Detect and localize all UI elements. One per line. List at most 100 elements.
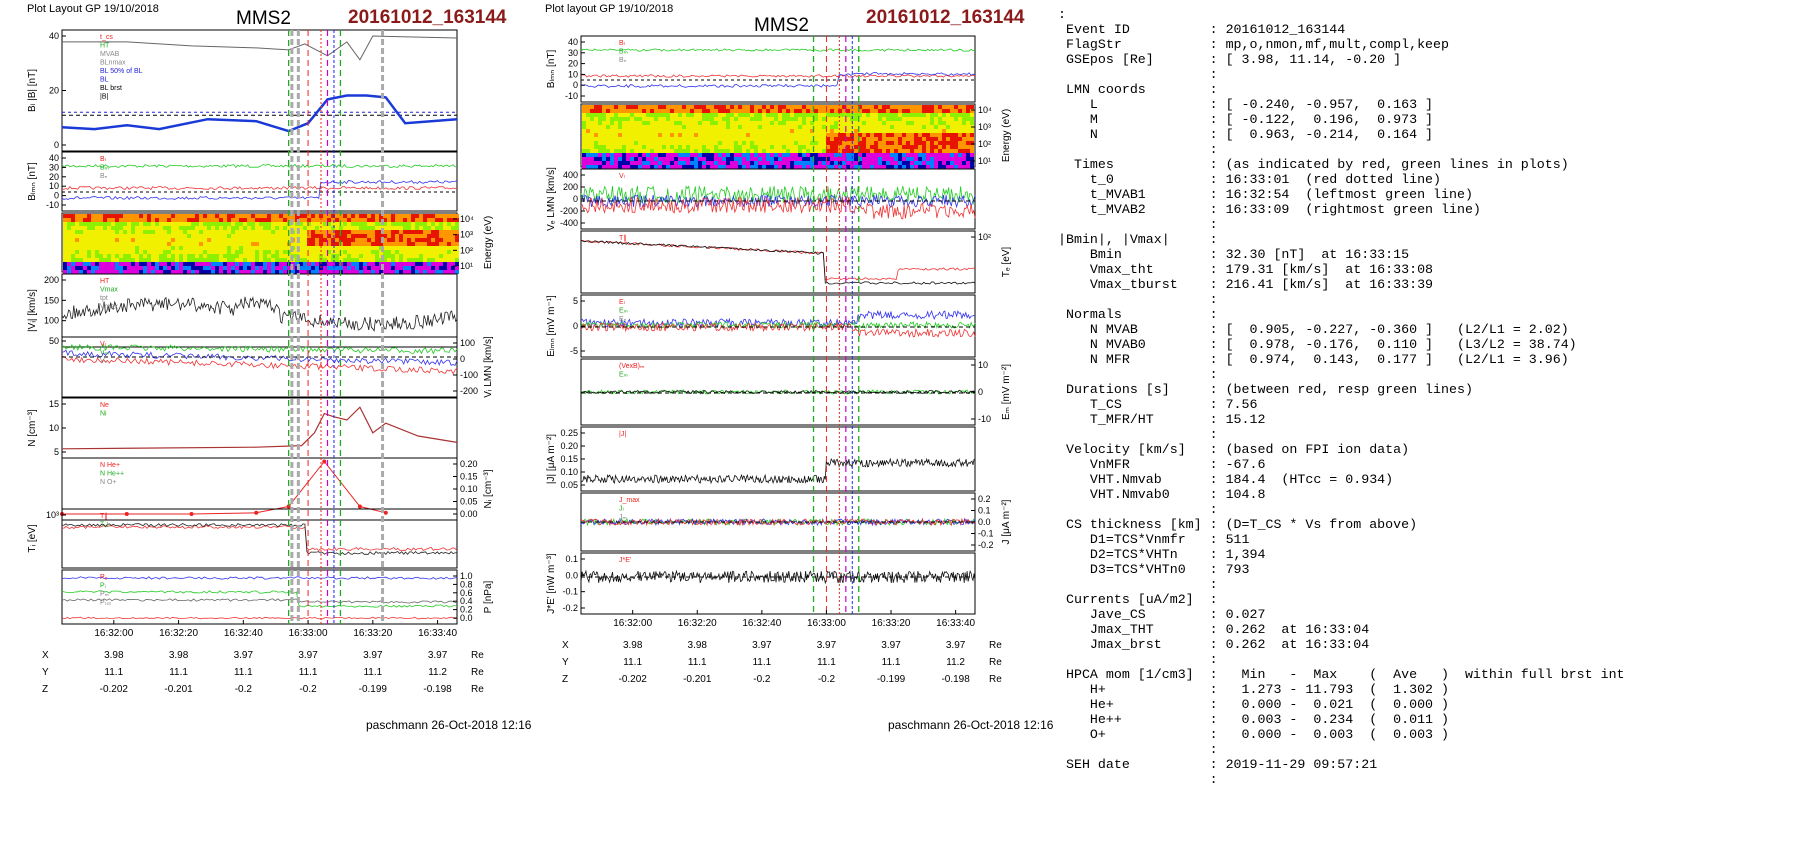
- spectrogram-cell: [239, 234, 243, 238]
- spectrogram-cell: [179, 270, 183, 274]
- spectrogram-cell: [355, 226, 359, 230]
- spectrogram-cell: [866, 109, 870, 113]
- spectrogram-cell: [670, 137, 674, 141]
- spectrogram-cell: [658, 125, 662, 129]
- spectrogram-cell: [610, 105, 614, 109]
- spectrogram-cell: [930, 137, 934, 141]
- spectrogram-cell: [251, 270, 255, 274]
- spectrogram-cell: [199, 254, 203, 258]
- panel-frame: [580, 35, 976, 103]
- text-line: M : [ -0.122, 0.196, 0.973 ]: [1058, 112, 1434, 127]
- spectrogram-cell: [810, 105, 814, 109]
- spectrogram-cell: [598, 157, 602, 161]
- spectrogram-cell: [914, 113, 918, 117]
- spectrogram-cell: [842, 129, 846, 133]
- spectrogram-cell: [818, 153, 822, 157]
- spectrogram-cell: [447, 246, 451, 250]
- spectrogram-cell: [311, 238, 315, 242]
- spectrogram-cell: [403, 238, 407, 242]
- spectrogram-cell: [315, 238, 319, 242]
- spectrogram-cell: [139, 242, 143, 246]
- spectrogram-cell: [914, 145, 918, 149]
- spectrogram-cell: [79, 242, 83, 246]
- panel-j: 0.250.200.150.100.05|J| [μA m⁻²] |J|: [546, 426, 976, 492]
- spectrogram-cell: [191, 262, 195, 266]
- spectrogram-cell: [922, 121, 926, 125]
- spectrogram-cell: [367, 270, 371, 274]
- spectrogram-cell: [790, 153, 794, 157]
- spectrogram-cell: [694, 129, 698, 133]
- spectrogram-cell: [906, 121, 910, 125]
- spectrogram-cell: [399, 258, 403, 262]
- legend-entry: t_cs: [100, 34, 113, 41]
- spectrogram-cell: [315, 258, 319, 262]
- spectrogram-cell: [802, 161, 806, 165]
- spectrogram-cell: [942, 105, 946, 109]
- spectrogram-cell: [187, 262, 191, 266]
- spectrogram-cell: [710, 145, 714, 149]
- spectrogram-cell: [211, 270, 215, 274]
- spectrogram-cell: [722, 129, 726, 133]
- spectrogram-cell: [383, 250, 387, 254]
- spectrogram-cell: [299, 230, 303, 234]
- spectrogram-cell: [726, 129, 730, 133]
- spectrogram-cell: [642, 133, 646, 137]
- spectrogram-cell: [451, 250, 455, 254]
- spectrogram-cell: [742, 149, 746, 153]
- series-line: [61, 524, 458, 552]
- spectrogram-cell: [938, 157, 942, 161]
- spectrogram-cell: [327, 214, 331, 218]
- spectrogram-cell: [411, 234, 415, 238]
- spectrogram-cell: [834, 117, 838, 121]
- spectrogram-cell: [934, 105, 938, 109]
- spectrogram-cell: [862, 105, 866, 109]
- spectrogram-cell: [658, 165, 662, 169]
- spectrogram-cell: [159, 242, 163, 246]
- spectrogram-cell: [970, 133, 974, 137]
- spectrogram-cell: [139, 246, 143, 250]
- spectrogram-cell: [187, 222, 191, 226]
- spectrogram-cell: [638, 145, 642, 149]
- y-tick-label: 0: [978, 387, 983, 397]
- spectrogram-cell: [926, 133, 930, 137]
- spectrogram-cell: [970, 113, 974, 117]
- spectrogram-cell: [239, 266, 243, 270]
- spectrogram-cell: [215, 262, 219, 266]
- spectrogram-cell: [243, 214, 247, 218]
- spectrogram-cell: [307, 230, 311, 234]
- spectrogram-cell: [898, 165, 902, 169]
- spectrogram-cell: [874, 109, 878, 113]
- spectrogram-cell: [678, 113, 682, 117]
- panel-frame: [580, 552, 976, 615]
- coord-unit: Re: [989, 674, 1002, 685]
- y-axis-label: Tₑ [eV]: [1001, 247, 1012, 278]
- spectrogram-cell: [219, 258, 223, 262]
- spectrogram-cell: [894, 121, 898, 125]
- spectrogram-cell: [930, 141, 934, 145]
- spectrogram-cell: [355, 234, 359, 238]
- spectrogram-cell: [291, 270, 295, 274]
- spectrogram-cell: [135, 270, 139, 274]
- spectrogram-cell: [243, 258, 247, 262]
- spectrogram-cell: [722, 149, 726, 153]
- spectrogram-cell: [682, 165, 686, 169]
- spectrogram-cell: [79, 262, 83, 266]
- spectrogram-cell: [187, 230, 191, 234]
- y-tick-label: 0.20: [460, 459, 478, 469]
- spectrogram-cell: [634, 149, 638, 153]
- spectrogram-cell: [618, 137, 622, 141]
- spectrogram-cell: [778, 157, 782, 161]
- spectrogram-cell: [970, 117, 974, 121]
- spectrogram-cell: [275, 262, 279, 266]
- spectrogram-cell: [179, 226, 183, 230]
- spectrogram-cell: [143, 266, 147, 270]
- spectrogram-cell: [375, 230, 379, 234]
- spectrogram-cell: [654, 133, 658, 137]
- spectrogram-cell: [63, 270, 67, 274]
- spectrogram-cell: [902, 137, 906, 141]
- spectrogram-cell: [299, 246, 303, 250]
- spectrogram-cell: [71, 234, 75, 238]
- spectrogram-cell: [191, 266, 195, 270]
- spectrogram-cell: [71, 218, 75, 222]
